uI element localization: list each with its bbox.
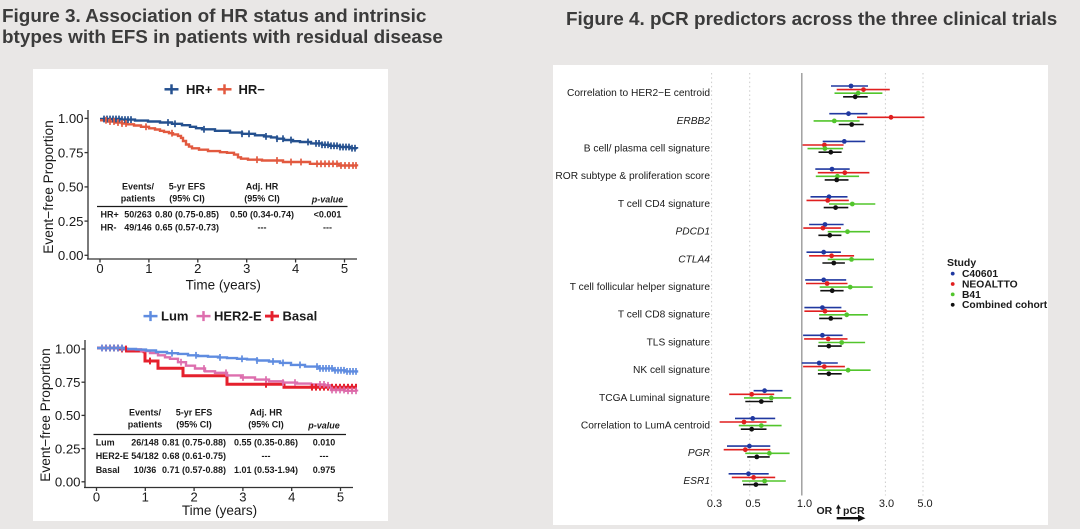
svg-text:patients: patients [121, 194, 156, 204]
svg-text:0.010: 0.010 [313, 438, 336, 448]
svg-text:(95% CI): (95% CI) [248, 420, 284, 430]
svg-text:5-yr EFS: 5-yr EFS [176, 408, 213, 418]
svg-text:1: 1 [145, 261, 152, 276]
svg-text:pCR: pCR [843, 505, 865, 517]
svg-text:Event−free Proportion: Event−free Proportion [41, 120, 56, 254]
svg-text:2: 2 [194, 261, 201, 276]
svg-text:Events/: Events/ [122, 182, 155, 192]
svg-text:Adj. HR: Adj. HR [250, 408, 283, 418]
svg-text:T cell CD4 signature: T cell CD4 signature [618, 199, 710, 210]
svg-text:OR: OR [817, 505, 833, 517]
svg-text:p-value: p-value [307, 421, 340, 431]
svg-text:(95% CI): (95% CI) [169, 194, 205, 204]
svg-text:Correlation to HER2−E centroid: Correlation to HER2−E centroid [567, 88, 710, 99]
svg-text:4: 4 [292, 261, 299, 276]
svg-text:0.80 (0.75-0.85): 0.80 (0.75-0.85) [155, 210, 219, 220]
svg-text:0.50: 0.50 [58, 180, 84, 195]
svg-text:1: 1 [142, 490, 149, 505]
svg-text:HR-: HR- [101, 223, 117, 233]
svg-text:---: --- [258, 223, 267, 233]
svg-text:1.0: 1.0 [797, 498, 812, 510]
svg-text:Correlation to LumA centroid: Correlation to LumA centroid [581, 421, 710, 432]
svg-text:5: 5 [341, 261, 348, 276]
svg-text:---: --- [323, 223, 332, 233]
svg-text:---: --- [320, 451, 329, 461]
svg-text:C40601: C40601 [962, 269, 998, 280]
svg-text:Combined cohort: Combined cohort [962, 300, 1048, 311]
svg-text:2: 2 [190, 490, 197, 505]
svg-text:1.00: 1.00 [55, 342, 81, 357]
svg-text:Events/: Events/ [129, 408, 162, 418]
svg-text:3: 3 [243, 261, 250, 276]
svg-text:4: 4 [288, 490, 295, 505]
svg-text:Lum: Lum [161, 309, 188, 324]
svg-text:3.0: 3.0 [879, 498, 894, 510]
svg-text:B cell/ plasma cell signature: B cell/ plasma cell signature [584, 144, 711, 155]
svg-text:3: 3 [239, 490, 246, 505]
svg-text:NK cell signature: NK cell signature [633, 365, 710, 376]
svg-text:0.25: 0.25 [55, 441, 81, 456]
svg-text:<0.001: <0.001 [314, 210, 342, 220]
svg-text:p-value: p-value [311, 195, 344, 205]
svg-text:---: --- [262, 451, 271, 461]
svg-text:0.25: 0.25 [58, 214, 84, 229]
svg-text:CTLA4: CTLA4 [678, 254, 710, 265]
svg-text:ESR1: ESR1 [683, 476, 710, 487]
svg-text:5: 5 [337, 490, 344, 505]
svg-text:49/146: 49/146 [124, 223, 152, 233]
svg-text:0.00: 0.00 [58, 248, 84, 263]
svg-text:Lum: Lum [96, 438, 115, 448]
svg-text:Basal: Basal [283, 309, 318, 324]
svg-text:Study: Study [947, 257, 976, 269]
svg-text:0: 0 [96, 261, 103, 276]
svg-text:(95% CI): (95% CI) [176, 420, 212, 430]
svg-text:Basal: Basal [96, 465, 120, 475]
svg-text:T cell CD8 signature: T cell CD8 signature [618, 310, 710, 321]
svg-text:0.71 (0.57-0.88): 0.71 (0.57-0.88) [162, 465, 226, 475]
svg-text:HR−: HR− [239, 82, 266, 97]
svg-text:0.50: 0.50 [55, 408, 81, 423]
svg-text:TLS signature: TLS signature [647, 337, 711, 348]
svg-text:patients: patients [128, 420, 163, 430]
svg-text:1.00: 1.00 [58, 111, 84, 126]
svg-text:0.50 (0.34-0.74): 0.50 (0.34-0.74) [230, 210, 294, 220]
svg-text:5-yr EFS: 5-yr EFS [169, 182, 206, 192]
svg-text:Event−free Proportion: Event−free Proportion [38, 348, 53, 482]
svg-text:26/148: 26/148 [131, 438, 159, 448]
svg-text:Time (years): Time (years) [186, 278, 261, 293]
svg-text:1.01 (0.53-1.94): 1.01 (0.53-1.94) [234, 465, 298, 475]
svg-text:0.65 (0.57-0.73): 0.65 (0.57-0.73) [155, 223, 219, 233]
svg-text:0.975: 0.975 [313, 465, 336, 475]
svg-text:HR+: HR+ [186, 82, 213, 97]
svg-text:TCGA Luminal signature: TCGA Luminal signature [599, 393, 710, 404]
svg-text:5.0: 5.0 [917, 498, 932, 510]
svg-text:B41: B41 [962, 290, 981, 301]
svg-text:PGR: PGR [688, 448, 711, 459]
svg-text:HER2-E: HER2-E [214, 309, 262, 324]
svg-text:54/182: 54/182 [131, 451, 159, 461]
svg-text:50/263: 50/263 [124, 210, 152, 220]
svg-text:HR+: HR+ [101, 210, 119, 220]
svg-text:0.68 (0.61-0.75): 0.68 (0.61-0.75) [162, 451, 226, 461]
svg-text:Adj. HR: Adj. HR [246, 182, 279, 192]
svg-text:0.3: 0.3 [707, 498, 722, 510]
svg-text:ERBB2: ERBB2 [677, 116, 711, 127]
svg-text:Time (years): Time (years) [182, 503, 257, 518]
svg-text:T cell follicular helper signa: T cell follicular helper signature [570, 282, 711, 293]
svg-text:HER2-E: HER2-E [96, 451, 129, 461]
svg-text:NEOALTTO: NEOALTTO [962, 279, 1018, 290]
svg-text:0.55 (0.35-0.86): 0.55 (0.35-0.86) [234, 438, 298, 448]
svg-text:0.75: 0.75 [55, 375, 81, 390]
svg-text:0.81 (0.75-0.88): 0.81 (0.75-0.88) [162, 438, 226, 448]
svg-text:ROR subtype & proliferation sc: ROR subtype & proliferation score [555, 171, 710, 182]
svg-text:10/36: 10/36 [134, 465, 157, 475]
svg-text:0: 0 [93, 490, 100, 505]
svg-text:(95% CI): (95% CI) [244, 194, 280, 204]
svg-text:0.75: 0.75 [58, 145, 84, 160]
svg-text:0.00: 0.00 [55, 475, 81, 490]
svg-text:0.5: 0.5 [745, 498, 760, 510]
svg-text:PDCD1: PDCD1 [675, 227, 710, 238]
